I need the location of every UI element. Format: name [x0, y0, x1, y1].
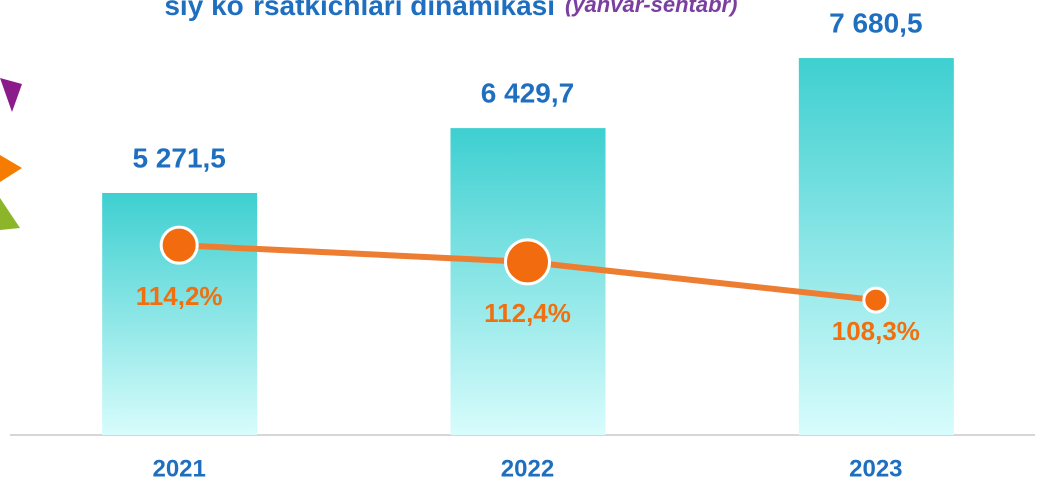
- marker: [159, 225, 199, 265]
- value-label: 114,2%: [136, 281, 223, 311]
- x-tick-label: 2022: [501, 455, 554, 482]
- x-tick-label: 2023: [849, 455, 902, 482]
- marker: [862, 286, 890, 314]
- subtitle: (yanvar-sentabr): [565, 0, 737, 17]
- decoration: [0, 78, 22, 112]
- decoration: [0, 155, 22, 182]
- bar: [798, 58, 954, 436]
- title: siy ko`rsatkichlari dinamikasi: [164, 0, 555, 21]
- decoration: [0, 198, 20, 230]
- x-tick-label: 2021: [152, 455, 205, 482]
- value-label: 6 429,7: [481, 77, 574, 108]
- value-label: 108,3%: [832, 316, 920, 346]
- value-label: 7 680,5: [829, 7, 922, 38]
- marker: [504, 238, 551, 286]
- value-label: 5 271,5: [132, 142, 225, 173]
- chart-title: siy ko`rsatkichlari dinamikasi: [164, 0, 555, 21]
- value-label: 112,4%: [484, 298, 571, 328]
